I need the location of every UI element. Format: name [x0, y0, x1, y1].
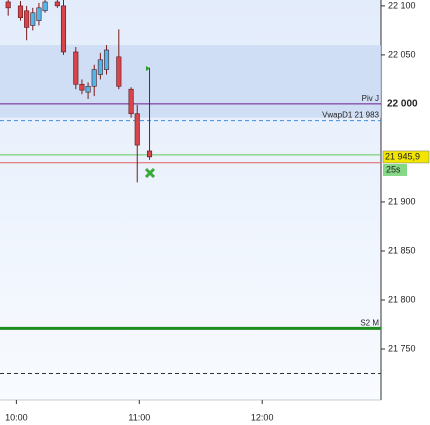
candle-body — [116, 56, 122, 87]
candle-body — [97, 59, 103, 75]
last-price-label: 21 945,9 — [385, 151, 420, 161]
candle-body — [85, 85, 91, 93]
candle-body — [128, 88, 134, 115]
x-tick-label: 11:00 — [128, 412, 150, 422]
x-tick-label: 10:00 — [5, 412, 28, 422]
candle-body — [17, 5, 24, 18]
candle-body — [79, 84, 85, 91]
level-label: VwapD1 21 983 — [322, 111, 379, 120]
level-label: Piv J — [362, 94, 379, 103]
level-label: S2 M — [360, 319, 379, 328]
candle-body — [134, 113, 140, 146]
candle-body — [60, 5, 67, 53]
candle-body — [54, 1, 60, 7]
y-tick-label: 21 750 — [388, 343, 416, 353]
shaded-band — [0, 45, 381, 118]
candle-body — [36, 7, 42, 21]
candle-body — [42, 1, 48, 12]
level-axis-label: 22 000 — [387, 99, 418, 110]
x-tick-label: 12:00 — [251, 412, 274, 422]
candle-body — [73, 51, 79, 85]
y-tick-label: 22 050 — [388, 49, 416, 59]
candle-body — [91, 69, 97, 87]
y-tick-label: 22 100 — [388, 0, 416, 10]
signal-marker — [146, 66, 150, 71]
candle-body — [24, 10, 30, 28]
last-price-box — [382, 150, 430, 164]
fill-marker — [144, 167, 156, 179]
candle-body — [103, 49, 110, 70]
candle-body — [30, 12, 36, 26]
y-tick-label: 21 900 — [388, 196, 416, 206]
timer-label: 25s — [386, 164, 401, 174]
y-tick-label: 21 850 — [388, 245, 416, 255]
y-tick-label: 21 800 — [388, 294, 416, 304]
timer-box — [383, 163, 407, 176]
candle-body — [146, 150, 153, 158]
candle-body — [5, 1, 11, 9]
